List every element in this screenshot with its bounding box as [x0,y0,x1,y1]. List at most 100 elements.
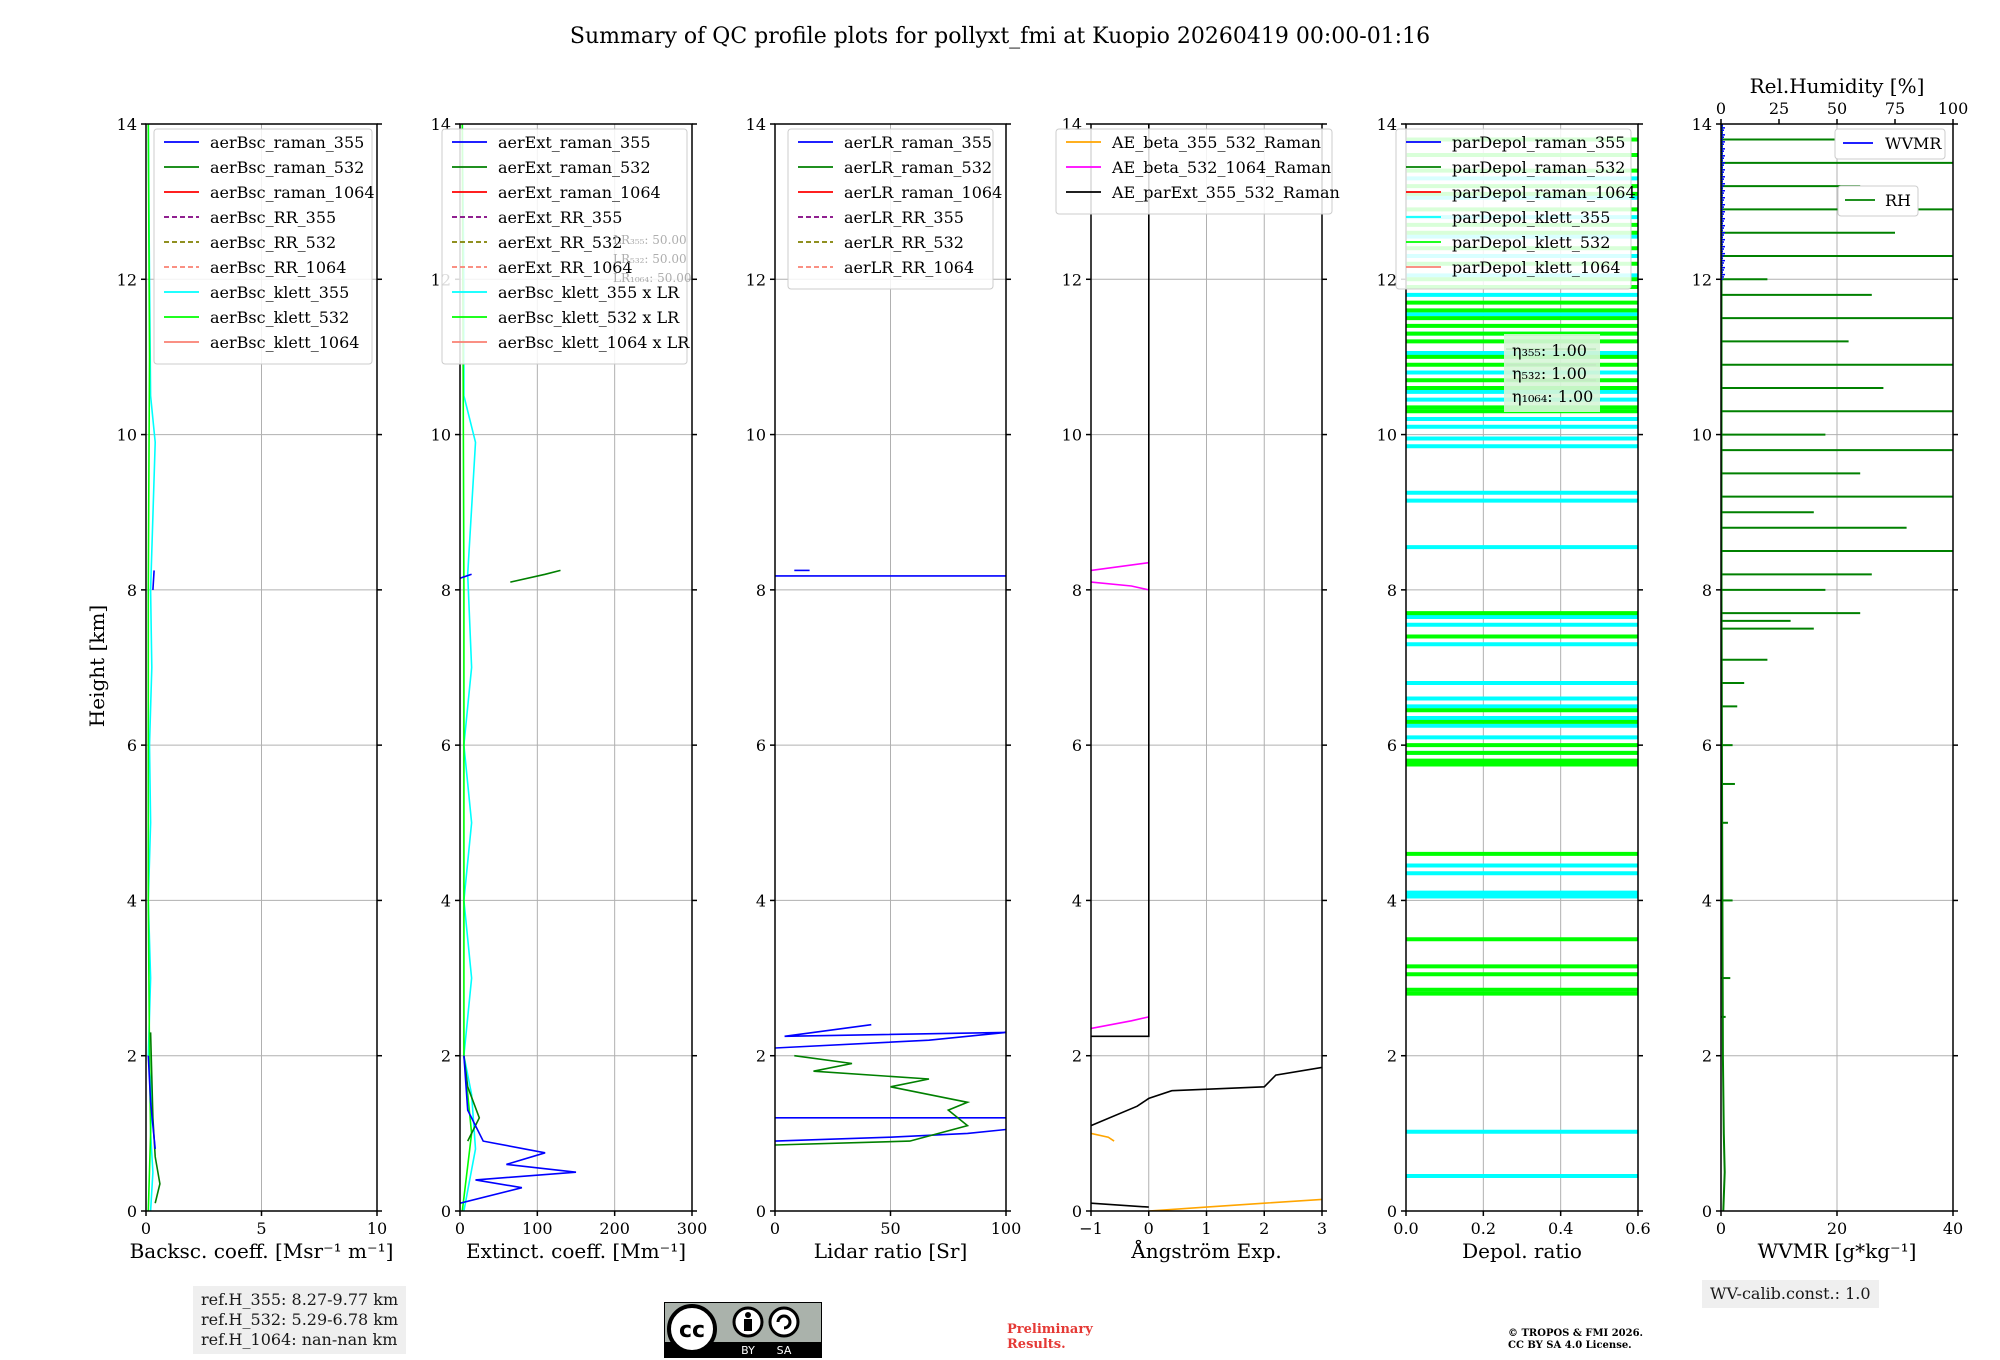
x-tick-label: 5 [256,1219,266,1238]
legend-label: aerExt_raman_532 [498,158,651,177]
axes-frame [1720,123,1954,1212]
legend-label: RH [1885,191,1911,210]
top-x-tick-label: 25 [1769,99,1789,118]
y-tick-label: 2 [1702,1047,1712,1066]
y-tick-label: 6 [756,736,766,755]
lidar-ratio-overlay-text: LR₃₅₅: 50.00 [613,233,687,247]
legend-label: aerBsc_klett_1064 [210,333,359,352]
legend-label: aerLR_RR_355 [844,208,964,227]
y-tick-label: 4 [756,891,766,910]
series-aerBsc_raman_355 [147,1055,156,1149]
legend-label: parDepol_klett_1064 [1452,258,1621,277]
y-tick-label: 12 [1062,270,1082,289]
x-tick-label: 0 [455,1219,465,1238]
copyright-line-1: © TROPOS & FMI 2026. [1508,1328,1644,1339]
legend-box [441,128,688,365]
legend-label: aerExt_RR_1064 [498,258,633,277]
legend-label: aerBsc_raman_532 [210,158,364,177]
y-tick-label: 2 [127,1047,137,1066]
plot-area [1091,124,1322,1211]
y-tick-label: 8 [441,581,451,600]
x-tick-label: 3 [1317,1219,1327,1238]
y-tick-label: 8 [1387,581,1397,600]
preliminary-line-2: Results. [1007,1337,1066,1352]
eta-box [1504,334,1600,412]
y-tick-label: 10 [431,426,451,445]
series-AE_beta_532_1064_Raman_b [1091,581,1149,591]
panel-depol: 0 2 4 6 8 10 12 14 0.0 0.2 0.4 0.6 Depol. ratio parDe… [1377,115,1651,1263]
y-tick-label: 10 [117,426,137,445]
series-aerExt_raman_355_upper [460,573,472,579]
series-AE_parExt_355_532_Raman_b [1091,1066,1322,1127]
legend-label: aerLR_raman_532 [844,158,992,177]
legend: aerBsc_raman_355 aerBsc_raman_532 aerBsc_r… [153,128,375,365]
legend-label: aerBsc_RR_355 [210,208,336,227]
wv-calib-box: WV-calib.const.: 1.0 [1702,1280,1879,1308]
series-aerBsc_klett_532 [147,124,152,1211]
cc-sa-label: SA [777,1344,792,1357]
series-aerExt_raman_355 [460,1055,577,1204]
figure-title: Summary of QC profile plots for pollyxt_… [570,24,1430,49]
y-tick-label: 8 [756,581,766,600]
axes-frame [774,123,1007,1212]
y-tick-label: 14 [1377,115,1397,134]
legend-label: aerBsc_raman_1064 [210,183,375,202]
y-tick-label: 12 [117,270,137,289]
ref-heights-box: ref.H_355: 8.27-9.77 km ref.H_532: 5.29-… [193,1286,407,1354]
x-tick-label: 0 [1144,1219,1154,1238]
series-AE_beta_532_1064_Raman_c [1091,561,1149,572]
top-x-axis-label: Rel.Humidity [%] [1750,74,1925,98]
y-tick-label: 6 [1072,736,1082,755]
panel-lr: 0 2 4 6 8 10 12 14 0 50 100 Lidar ratio [Sr] aerLR_r… [746,115,1022,1263]
legend-label: aerExt_raman_1064 [498,183,661,202]
ref-height-1064: ref.H_1064: nan-nan km [201,1330,398,1349]
legend-label: AE_beta_355_532_Raman [1111,133,1321,152]
axes-frame [145,123,378,1212]
series-aerLR_raman_355_d [775,1023,1006,1049]
series-aerBsc_raman_532 [149,1032,161,1204]
preliminary-line-1: Preliminary [1007,1322,1093,1337]
y-tick-label: 12 [1377,270,1397,289]
legend-box [787,128,994,290]
legend-label: aerBsc_klett_355 x LR [498,283,680,302]
legend-label: aerBsc_klett_532 x LR [498,308,680,327]
y-tick-label: 10 [1377,426,1397,445]
legend: aerLR_raman_355 aerLR_raman_532 aerLR_rama… [787,128,1002,290]
legend-label: aerBsc_klett_355 [210,283,349,302]
wv-calib-const: WV-calib.const.: 1.0 [1710,1284,1871,1303]
legend-label: aerBsc_klett_1064 x LR [498,333,690,352]
y-tick-label: 10 [1692,426,1712,445]
x-tick-label: 50 [880,1219,900,1238]
y-tick-label: 14 [117,115,137,134]
y-tick-label: 12 [1692,270,1712,289]
x-tick-label: 40 [1943,1219,1963,1238]
y-tick-label: 0 [1387,1202,1397,1221]
y-tick-label: 4 [1072,891,1082,910]
y-tick-label: 4 [441,891,451,910]
x-tick-label: 20 [1827,1219,1847,1238]
y-tick-label: 0 [127,1202,137,1221]
x-tick-label: 100 [991,1219,1022,1238]
legend-label: aerLR_RR_1064 [844,258,974,277]
axes-frame [1090,123,1323,1212]
y-tick-label: 12 [746,270,766,289]
x-tick-label: 0.0 [1393,1219,1418,1238]
y-tick-label: 8 [1072,581,1082,600]
legend-box [1055,128,1333,215]
wvmr-line [1721,124,1726,1211]
preliminary-note: Preliminary Results. [1007,1322,1093,1352]
eta-text: η₁₀₆₄: 1.00 [1512,387,1593,406]
series-aerBsc_raman_355_upper [152,570,155,590]
copyright-note: © TROPOS & FMI 2026. CC BY SA 4.0 Licens… [1508,1328,1643,1352]
legend-label: aerLR_raman_355 [844,133,992,152]
legend-label: parDepol_raman_1064 [1452,183,1636,202]
y-tick-label: 6 [1702,736,1712,755]
x-tick-label: 2 [1259,1219,1269,1238]
legend-box [1837,185,1919,217]
y-tick-label: 2 [1072,1047,1082,1066]
sa-share-icon [768,1306,800,1338]
series-AE_beta_532_1064_Raman [1091,1016,1149,1030]
top-x-tick-label: 0 [1716,99,1726,118]
